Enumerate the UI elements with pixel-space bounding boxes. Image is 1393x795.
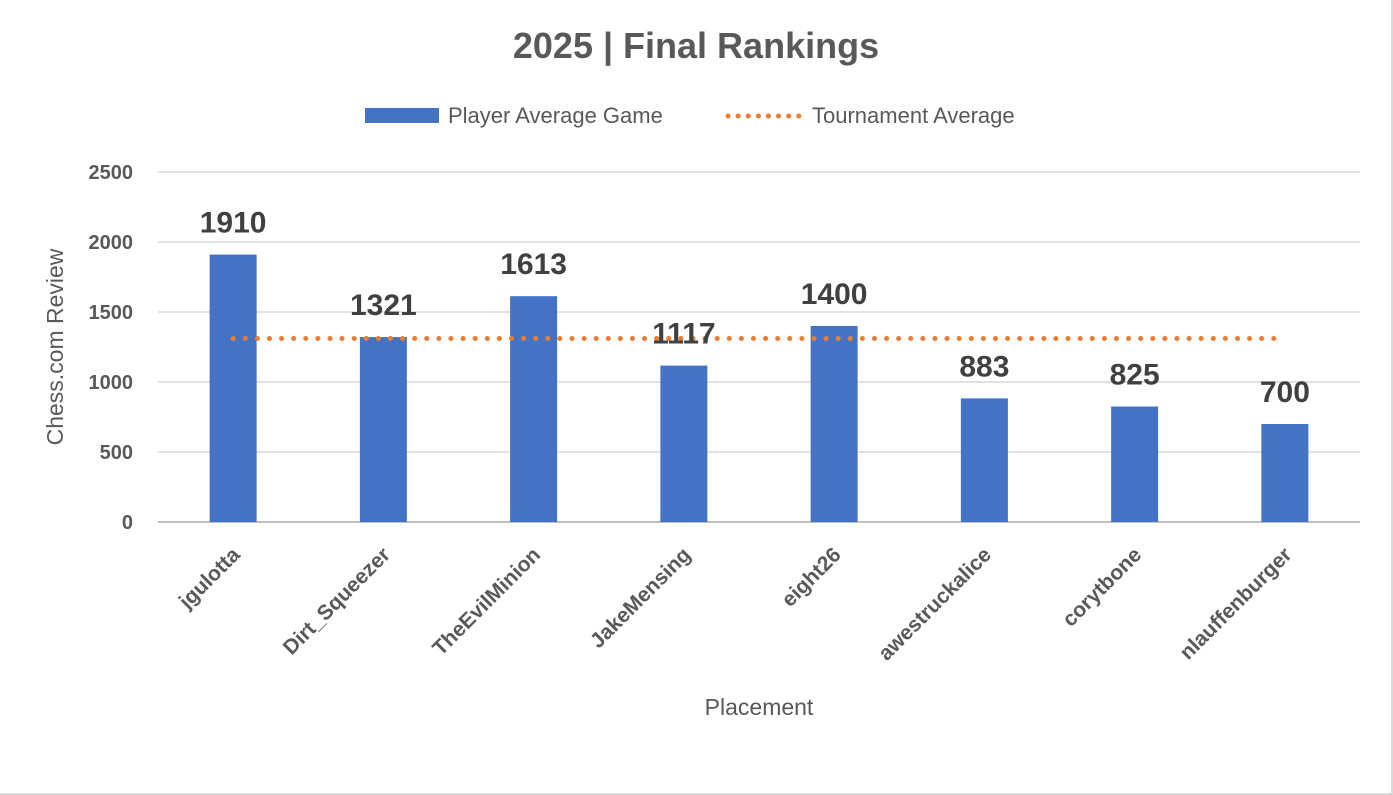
y-tick-label: 500 — [100, 442, 133, 464]
x-tick-label: Dirt_Squeezer — [279, 543, 395, 659]
bar — [209, 254, 257, 522]
bar — [510, 296, 558, 522]
bar — [1261, 424, 1309, 522]
x-tick-label: JakeMensing — [586, 543, 696, 653]
y-tick-label: 2500 — [89, 162, 134, 184]
data-label: 1321 — [350, 289, 417, 322]
data-label: 1400 — [801, 278, 868, 311]
x-tick-label: TheEvilMinion — [428, 543, 545, 660]
bar — [810, 326, 858, 522]
y-axis-ticks: 0 500 1000 1500 2000 2500 — [89, 162, 134, 534]
bar — [960, 398, 1008, 522]
x-tick-label: awestruckalice — [874, 543, 996, 665]
y-tick-label: 2000 — [89, 232, 134, 254]
legend: Player Average Game Tournament Average — [365, 103, 1015, 128]
y-tick-label: 1500 — [89, 302, 134, 324]
bar — [660, 365, 708, 522]
x-tick-label: jgulotta — [174, 543, 245, 614]
y-tick-label: 0 — [122, 512, 133, 534]
data-label: 883 — [959, 350, 1009, 383]
x-tick-label: corytbone — [1058, 543, 1146, 631]
bar — [1111, 406, 1159, 522]
legend-bar-swatch — [365, 108, 439, 123]
data-label: 1613 — [500, 248, 567, 281]
x-tick-label: eight26 — [777, 543, 845, 611]
data-label: 1117 — [652, 318, 715, 351]
bar — [359, 337, 407, 522]
data-label: 700 — [1260, 376, 1310, 409]
bars — [209, 254, 1309, 522]
x-axis-title: Placement — [705, 694, 814, 720]
x-tick-label: nlauffenburger — [1175, 543, 1296, 664]
data-label: 825 — [1110, 359, 1160, 392]
legend-label-line: Tournament Average — [812, 103, 1015, 128]
data-label: 1910 — [200, 207, 267, 240]
gridlines — [158, 171, 1360, 523]
legend-label-bars: Player Average Game — [448, 103, 663, 128]
chart-title: 2025 | Final Rankings — [513, 25, 879, 67]
y-tick-label: 1000 — [89, 372, 134, 394]
x-axis-ticks: jgulotta Dirt_Squeezer TheEvilMinion JakeMe… — [174, 543, 1296, 665]
y-axis-title: Chess.com Review — [42, 248, 68, 445]
data-labels: 1910 1321 1613 1117 1400 883 825 700 — [200, 207, 1310, 409]
